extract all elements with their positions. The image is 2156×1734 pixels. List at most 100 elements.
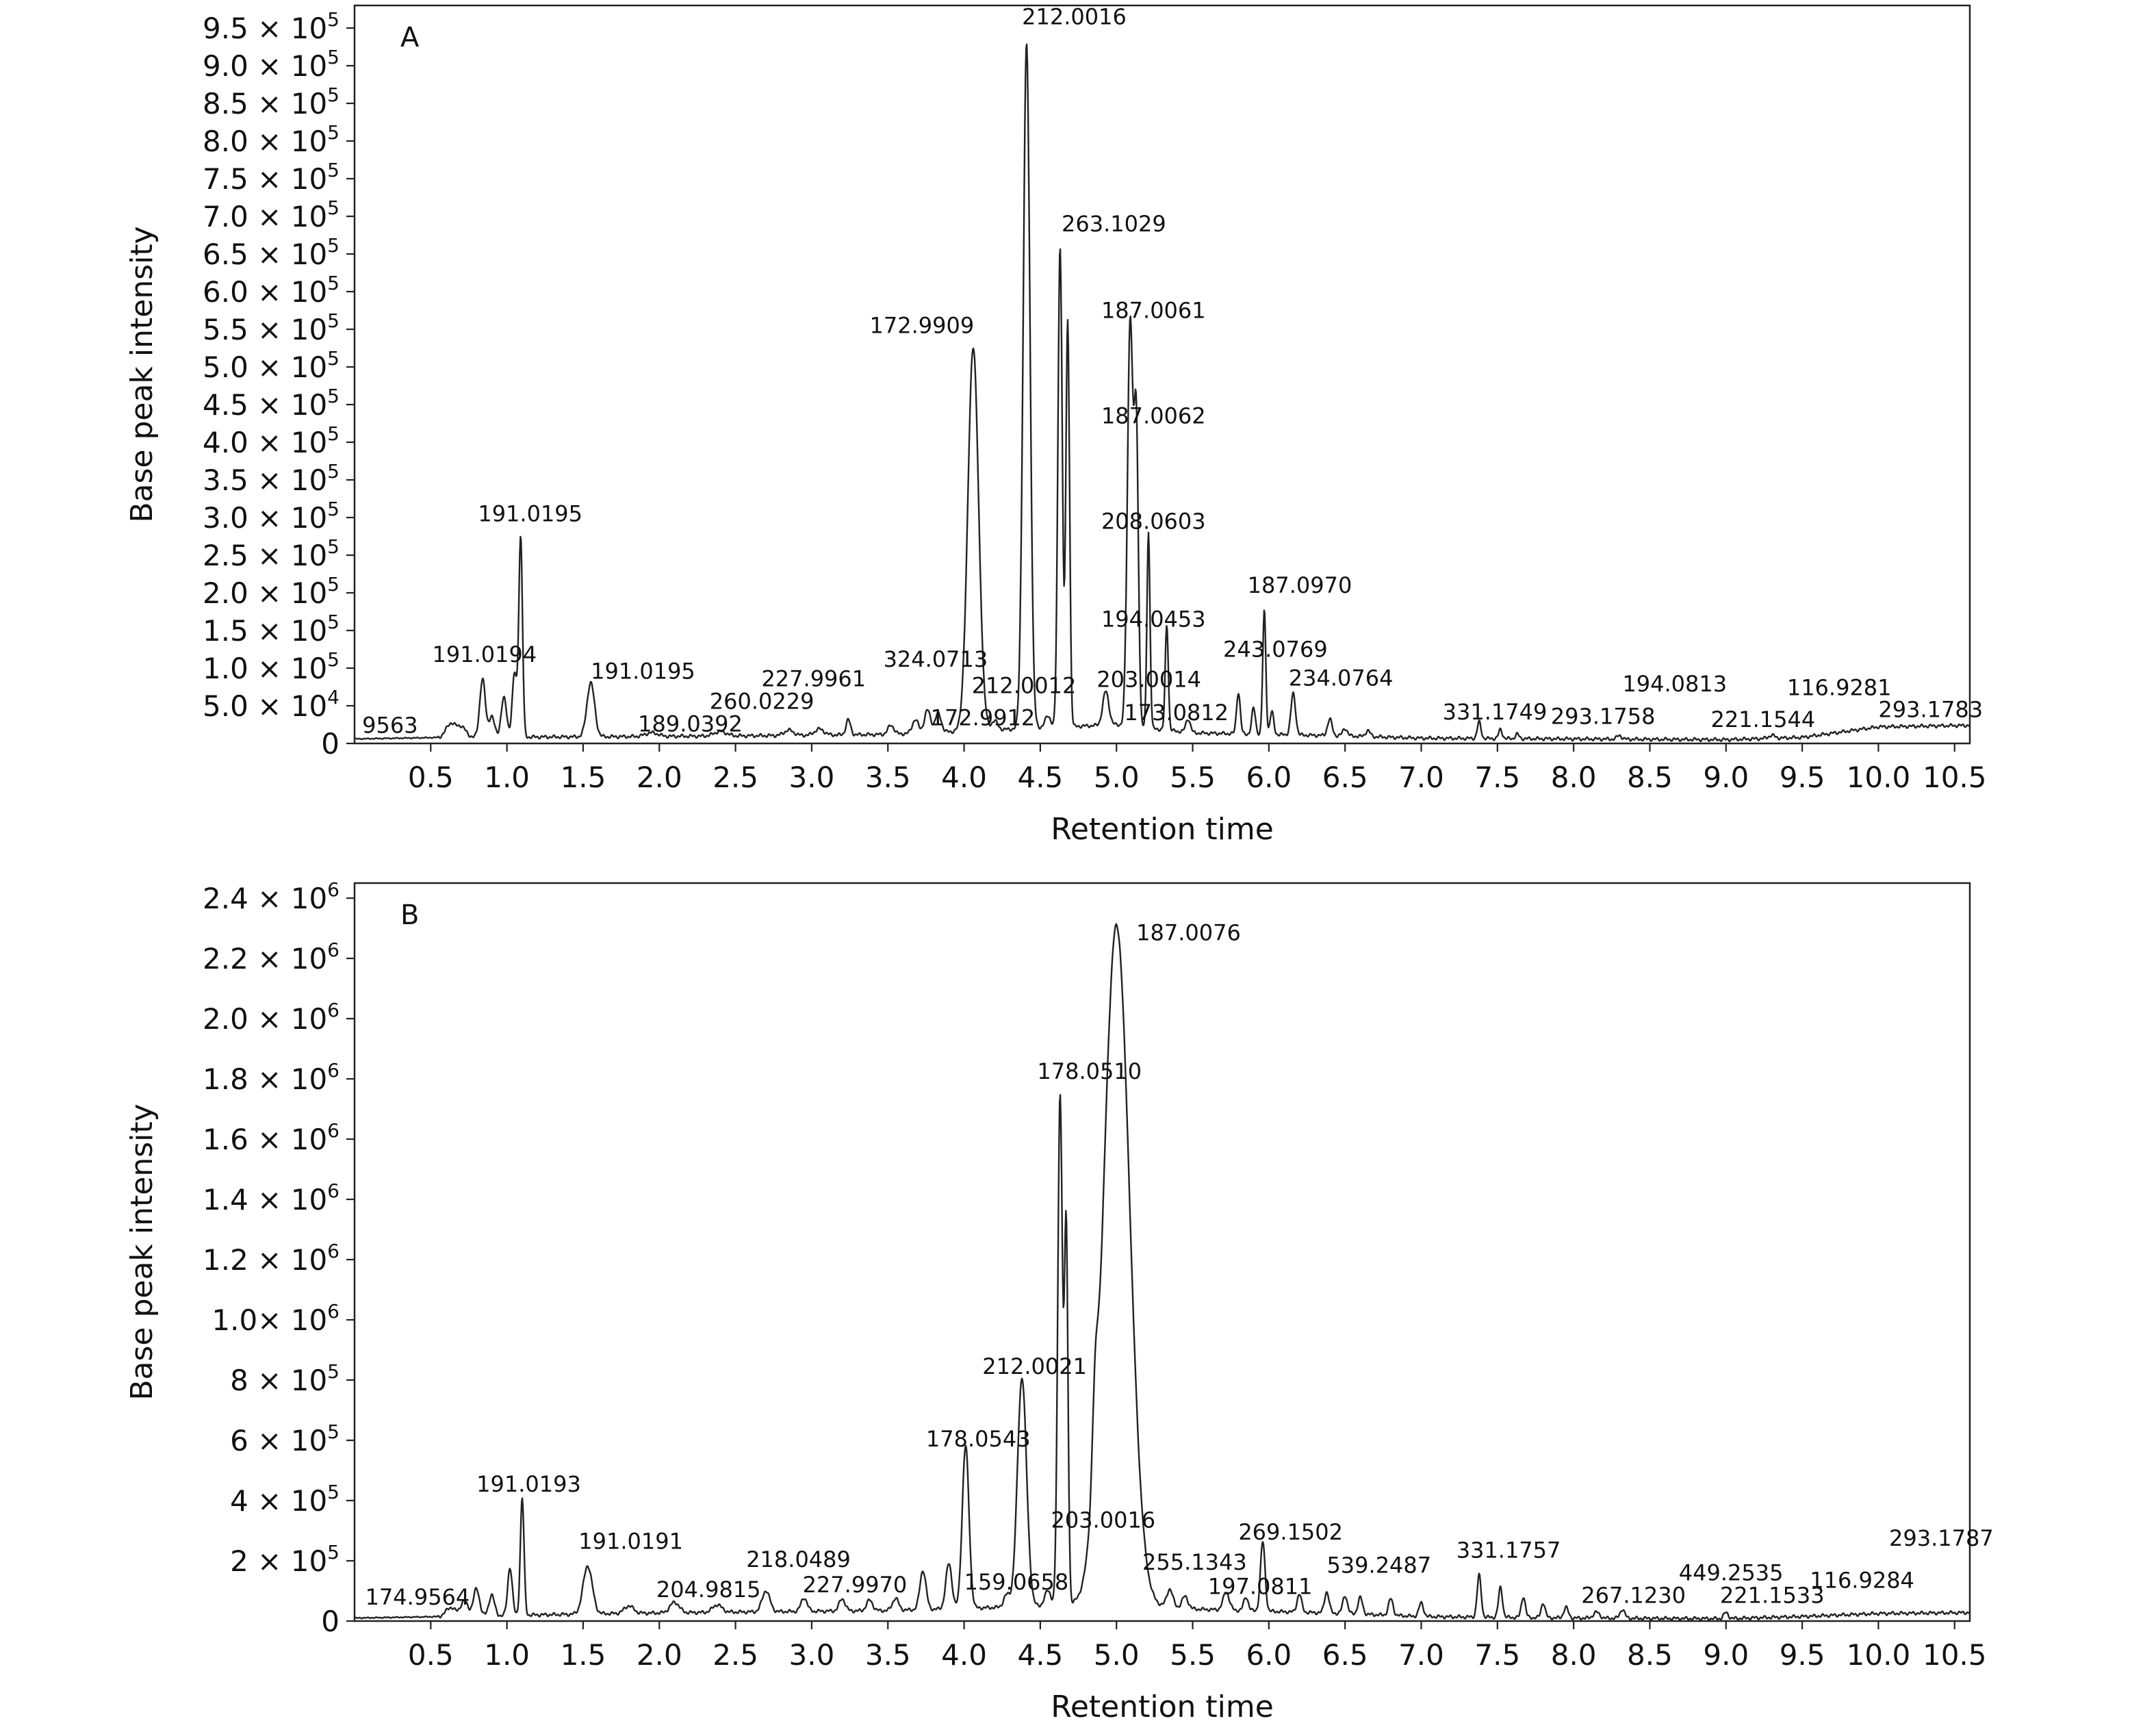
- panel-b-peak-label: 269.1502: [1238, 1519, 1343, 1545]
- panel-b-y-tick-label: 2.0 × 106: [203, 999, 339, 1036]
- panel-a-y-tick-label: 8.0 × 105: [203, 121, 339, 158]
- panel-b-x-tick-label: 8.0: [1551, 1638, 1597, 1672]
- panel-a-x-tick-label: 4.5: [1017, 761, 1063, 794]
- panel-a-y-tick-label: 1.5 × 105: [203, 611, 339, 648]
- panel-b-y-tick-label: 2.2 × 106: [203, 939, 339, 976]
- panel-b-peak-label: 227.9970: [803, 1572, 908, 1598]
- panel-a-peak-label: 263.1029: [1062, 211, 1166, 237]
- panel-b-peak-label: 539.2487: [1326, 1553, 1431, 1579]
- panel-b-y-tick-label: 0: [321, 1605, 339, 1638]
- panel-a-x-tick-label: 1.0: [484, 761, 530, 794]
- panel-b-x-tick-label: 5.5: [1170, 1638, 1216, 1672]
- panel-b-x-tick-label: 8.5: [1627, 1638, 1673, 1672]
- panel-a-peak-label: 212.0016: [1022, 4, 1127, 30]
- panel-a-y-tick-label: 9.0 × 105: [203, 46, 339, 83]
- panel-a-x-tick-label: 5.0: [1094, 761, 1140, 794]
- panel-a-y-tick-label: 5.0 × 105: [203, 347, 339, 384]
- panel-b-peak-label: 191.0193: [476, 1471, 581, 1497]
- panel-b-peak-label: 204.9815: [656, 1577, 761, 1603]
- panel-a-x-tick-label: 7.5: [1474, 761, 1520, 794]
- panel-a-x-tick-label: 9.5: [1780, 761, 1825, 794]
- panel-b-x-tick-label: 9.0: [1703, 1638, 1749, 1672]
- panel-b-base-peak-trace: [354, 923, 1971, 1622]
- panel-b-x-tick-label: 4.0: [941, 1638, 987, 1672]
- panel-a-peak-label: 194.0813: [1622, 671, 1727, 697]
- panel-b-peak-label: 116.9284: [1810, 1568, 1914, 1594]
- panel-b-x-tick-label: 9.5: [1780, 1638, 1825, 1672]
- panel-b-x-tick-label: 2.0: [637, 1638, 682, 1672]
- panel-a-x-tick-label: 4.0: [941, 761, 987, 794]
- panel-a-x-tick-label: 0.5: [408, 761, 454, 794]
- panel-a-peak-label: 324.0713: [884, 646, 988, 672]
- panel-b-x-tick-label: 6.5: [1322, 1638, 1368, 1672]
- panel-b-y-tick-label: 1.0× 106: [211, 1300, 339, 1337]
- panel-a-peak-label: 260.0229: [710, 688, 814, 714]
- panel-a-plot-frame: [353, 4, 1971, 745]
- panel-a-x-tick-label: 8.5: [1627, 761, 1673, 794]
- panel-a-x-tick-label: 7.0: [1398, 761, 1444, 794]
- panel-a-peak-label: 331.1749: [1443, 699, 1548, 725]
- panel-a-peak-label: 227.9961: [761, 665, 866, 691]
- panel-a-x-tick-label: 10.0: [1847, 761, 1911, 794]
- panel-b-peak-label: 187.0076: [1136, 920, 1241, 946]
- panel-b-x-tick-label: 1.5: [561, 1638, 606, 1672]
- panel-a-peak-label: 191.0194: [433, 641, 537, 667]
- panel-b-peak-label: 203.0016: [1051, 1507, 1155, 1533]
- panel-a-peak-label: 189.0392: [638, 711, 743, 737]
- panel-a-y-tick-label: 7.5 × 105: [203, 159, 339, 196]
- panel-a-peak-label: 293.1758: [1551, 703, 1656, 729]
- panel-b-y-tick-label: 1.2 × 106: [203, 1240, 339, 1277]
- panel-a-x-tick-label: 3.5: [865, 761, 911, 794]
- panel-b-plot-frame: [353, 882, 1971, 1622]
- panel-a-y-tick-label: 4.0 × 105: [203, 422, 339, 459]
- panel-b-y-tick-label: 2 × 105: [230, 1541, 339, 1578]
- panel-a-y-tick-label: 6.5 × 105: [203, 234, 339, 271]
- panel-a-peak-label: 187.0061: [1101, 298, 1206, 324]
- panel-b-peak-label: 221.1533: [1720, 1583, 1825, 1609]
- panel-b-x-tick-label: 7.0: [1398, 1638, 1444, 1672]
- panel-a-peak-label: 243.0769: [1223, 637, 1328, 663]
- panel-a-y-tick-label: 7.0 × 105: [203, 196, 339, 233]
- panel-b-peak-label: 178.0543: [926, 1426, 1031, 1452]
- panel-a-y-tick-label: 6.0 × 105: [203, 272, 339, 309]
- panel-a-peak-label: 191.0195: [591, 658, 695, 684]
- panel-a-peak-label: 187.0062: [1101, 403, 1206, 429]
- panel-a-x-tick-label: 9.0: [1703, 761, 1749, 794]
- panel-b-peak-label: 449.2535: [1679, 1560, 1784, 1586]
- panel-b-x-tick-label: 7.5: [1474, 1638, 1520, 1672]
- panel-b-x-tick-label: 4.5: [1017, 1638, 1063, 1672]
- panel-b-x-tick-label: 3.0: [789, 1638, 835, 1672]
- panel-b-y-tick-label: 8 × 105: [230, 1360, 339, 1397]
- panel-a-peak-label: 221.1544: [1711, 706, 1816, 732]
- panel-a-peak-label: 293.1783: [1878, 697, 1983, 723]
- panel-b-peak-label: 212.0021: [982, 1353, 1087, 1379]
- panel-b-y-tick-label: 1.6 × 106: [203, 1119, 339, 1156]
- panel-a-peak-label: 172.9912: [931, 705, 1036, 731]
- panel-a-peak-label: 234.0764: [1289, 665, 1394, 691]
- panel-b-x-tick-label: 1.0: [484, 1638, 530, 1672]
- panel-b-peak-label: 267.1230: [1581, 1583, 1686, 1609]
- panel-a-x-tick-label: 8.0: [1551, 761, 1597, 794]
- panel-b-x-tick-label: 10.0: [1847, 1638, 1911, 1672]
- panel-a-label: A: [400, 22, 420, 53]
- panel-a-x-tick-label: 2.0: [637, 761, 682, 794]
- panel-b-peak-label: 197.0811: [1208, 1573, 1313, 1599]
- panel-b-y-axis-title: Base peak intensity: [125, 1104, 159, 1400]
- panel-b-x-tick-label: 3.5: [865, 1638, 911, 1672]
- panel-a-y-tick-label: 3.0 × 105: [203, 498, 339, 535]
- panel-b-x-tick-label: 0.5: [408, 1638, 454, 1672]
- panel-a-y-tick-label: 2.5 × 105: [203, 535, 339, 572]
- panel-a: 0.5 1.0 1.5 2.0 2.5 3.0 3.5 4.0 4.5 5.0 5.5 6.0 6.5 7…: [125, 4, 1986, 847]
- panel-b-label: B: [400, 900, 419, 931]
- panel-a-peak-label: 172.9909: [870, 313, 975, 339]
- panel-a-peak-label: 116.9281: [1787, 675, 1892, 701]
- panel-a-x-tick-label: 3.0: [789, 761, 835, 794]
- panel-a-y-tick-label: 9.5 × 105: [203, 8, 339, 45]
- panel-a-y-tick-label: 2.0 × 105: [203, 573, 339, 610]
- panel-a-x-tick-label: 6.0: [1246, 761, 1292, 794]
- panel-a-peak-label: 191.0195: [478, 501, 582, 527]
- panel-b-x-tick-label: 5.0: [1094, 1638, 1140, 1672]
- panel-b-peak-label: 293.1787: [1889, 1525, 1994, 1551]
- panel-a-y-axis-title: Base peak intensity: [125, 226, 159, 522]
- panel-a-x-axis-title: Retention time: [1051, 812, 1274, 847]
